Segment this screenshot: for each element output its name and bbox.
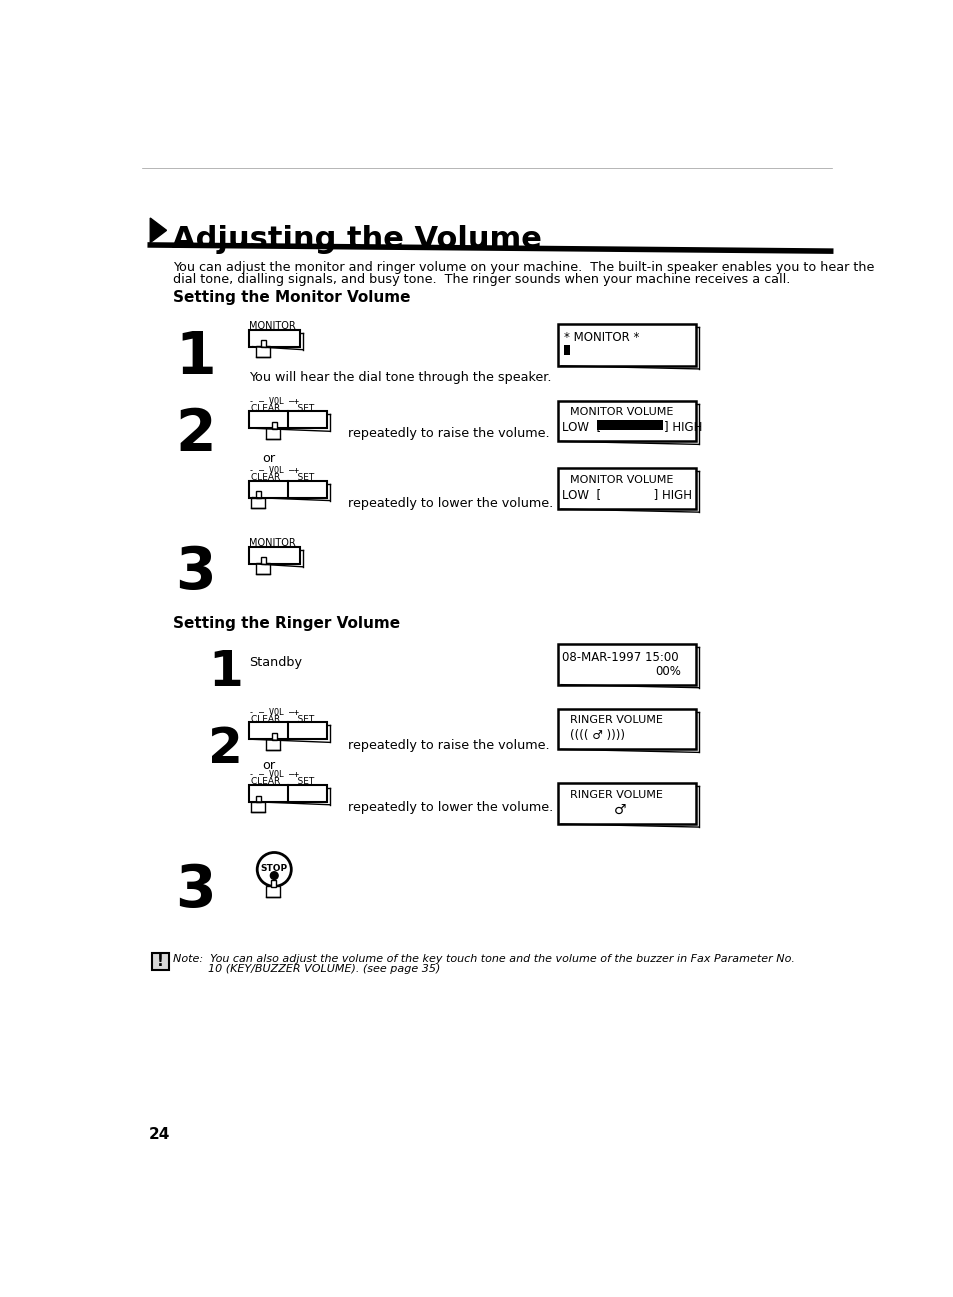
- Text: RINGER VOLUME: RINGER VOLUME: [569, 716, 661, 725]
- Bar: [266, 739, 280, 750]
- Text: CLEAR      SET: CLEAR SET: [251, 403, 314, 412]
- Bar: [266, 886, 279, 898]
- Bar: [272, 422, 276, 429]
- Bar: [255, 563, 270, 573]
- Bar: [261, 340, 266, 346]
- Bar: [563, 345, 569, 355]
- Text: LOW  [              ] HIGH: LOW [ ] HIGH: [561, 488, 691, 501]
- Bar: [558, 708, 695, 750]
- Text: Note:  You can also adjust the volume of the key touch tone and the volume of th: Note: You can also adjust the volume of …: [173, 955, 795, 964]
- Text: - — VOL —+: - — VOL —+: [249, 708, 299, 717]
- Bar: [251, 802, 265, 812]
- Text: Standby: Standby: [249, 656, 302, 669]
- Text: or: or: [262, 759, 275, 772]
- Text: MONITOR: MONITOR: [249, 538, 295, 549]
- Text: STOP: STOP: [260, 864, 288, 873]
- Text: 24: 24: [149, 1127, 170, 1143]
- Text: 2: 2: [208, 725, 243, 773]
- Circle shape: [270, 872, 278, 879]
- Text: MONITOR VOLUME: MONITOR VOLUME: [569, 407, 672, 418]
- Text: - — VOL —+: - — VOL —+: [249, 770, 299, 779]
- Text: You can adjust the monitor and ringer volume on your machine.  The built-in spea: You can adjust the monitor and ringer vo…: [173, 261, 874, 274]
- Text: Adjusting the Volume: Adjusting the Volume: [172, 226, 541, 254]
- Bar: [558, 323, 695, 366]
- Text: ♂: ♂: [613, 803, 625, 817]
- Text: 00%: 00%: [654, 665, 679, 678]
- Text: 2: 2: [174, 406, 215, 463]
- Text: Setting the Monitor Volume: Setting the Monitor Volume: [173, 291, 411, 305]
- Text: repeatedly to raise the volume.: repeatedly to raise the volume.: [348, 738, 549, 751]
- Text: dial tone, dialling signals, and busy tone.  The ringer sounds when your machine: dial tone, dialling signals, and busy to…: [173, 272, 790, 285]
- Text: repeatedly to raise the volume.: repeatedly to raise the volume.: [348, 427, 549, 440]
- Bar: [249, 481, 327, 498]
- Bar: [256, 795, 261, 803]
- Text: LOW  [: LOW [: [561, 420, 600, 433]
- Text: ] HIGH: ] HIGH: [663, 420, 701, 433]
- Text: (((( ♂ )))): (((( ♂ )))): [569, 729, 624, 742]
- Text: 3: 3: [174, 543, 215, 601]
- Text: You will hear the dial tone through the speaker.: You will hear the dial tone through the …: [249, 371, 552, 384]
- Bar: [251, 498, 265, 508]
- Text: repeatedly to lower the volume.: repeatedly to lower the volume.: [348, 497, 553, 510]
- Bar: [261, 556, 266, 564]
- Text: or: or: [262, 453, 275, 466]
- Text: 3: 3: [174, 861, 215, 918]
- Text: !: !: [156, 953, 164, 969]
- Bar: [597, 420, 662, 429]
- Text: CLEAR      SET: CLEAR SET: [251, 715, 314, 724]
- Text: MONITOR VOLUME: MONITOR VOLUME: [569, 475, 672, 485]
- Text: 10 (KEY/BUZZER VOLUME). (see page 35): 10 (KEY/BUZZER VOLUME). (see page 35): [173, 964, 440, 974]
- Bar: [558, 643, 695, 685]
- Text: * MONITOR *: * MONITOR *: [563, 331, 639, 344]
- Bar: [558, 401, 695, 441]
- Bar: [272, 733, 276, 741]
- Bar: [249, 411, 327, 428]
- Text: CLEAR      SET: CLEAR SET: [251, 473, 314, 482]
- Text: Setting the Ringer Volume: Setting the Ringer Volume: [173, 616, 400, 632]
- Text: - — VOL —+: - — VOL —+: [249, 466, 299, 475]
- Bar: [249, 785, 327, 802]
- Bar: [558, 783, 695, 824]
- Bar: [256, 492, 261, 498]
- Text: CLEAR      SET: CLEAR SET: [251, 777, 314, 786]
- Bar: [249, 722, 327, 739]
- Text: 08-MAR-1997 15:00: 08-MAR-1997 15:00: [561, 651, 678, 664]
- Bar: [152, 952, 169, 970]
- Text: 1: 1: [174, 329, 215, 387]
- Bar: [255, 346, 270, 357]
- Polygon shape: [150, 218, 167, 243]
- Bar: [266, 428, 280, 438]
- Text: 1: 1: [208, 648, 243, 696]
- Text: RINGER VOLUME: RINGER VOLUME: [569, 790, 661, 800]
- Text: MONITOR: MONITOR: [249, 322, 295, 331]
- Bar: [249, 329, 299, 346]
- Text: repeatedly to lower the volume.: repeatedly to lower the volume.: [348, 802, 553, 815]
- Bar: [271, 881, 275, 887]
- Text: - — VOL —+: - — VOL —+: [249, 397, 299, 406]
- Bar: [249, 547, 299, 564]
- Bar: [558, 468, 695, 508]
